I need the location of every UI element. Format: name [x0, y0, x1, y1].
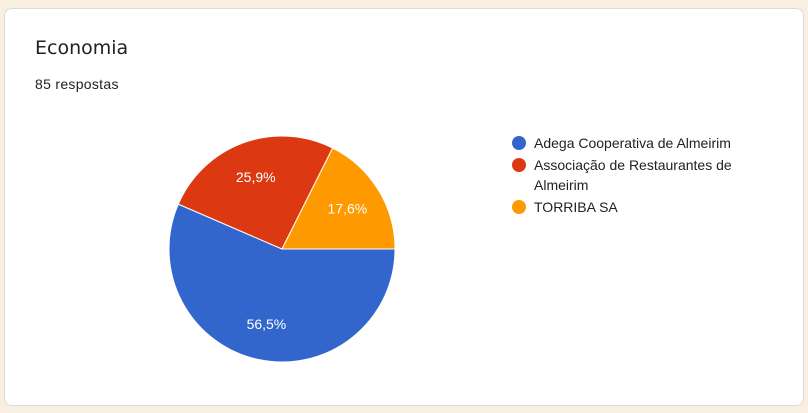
- legend-item[interactable]: TORRIBA SA: [510, 197, 770, 217]
- slice-label: 56,5%: [247, 316, 287, 332]
- chart-legend: Adega Cooperativa de Almeirim Associação …: [510, 133, 770, 219]
- legend-item[interactable]: Associação de Restaurantes de Almeirim: [510, 155, 770, 195]
- pie-slice[interactable]: [177, 135, 334, 250]
- legend-label: TORRIBA SA: [534, 199, 618, 215]
- legend-swatch-icon: [512, 200, 526, 214]
- slice-label: 25,9%: [236, 169, 276, 185]
- legend-item[interactable]: Adega Cooperativa de Almeirim: [510, 133, 770, 153]
- legend-label: Adega Cooperativa de Almeirim: [534, 135, 731, 151]
- response-count: 85 respostas: [35, 76, 119, 92]
- legend-swatch-icon: [512, 136, 526, 150]
- pie-slice[interactable]: [168, 203, 396, 363]
- legend-swatch-icon: [512, 158, 526, 172]
- chart-card: Economia 85 respostas: [4, 8, 804, 406]
- legend-label: Associação de Restaurantes de Almeirim: [534, 157, 732, 193]
- slice-label: 17,6%: [328, 201, 368, 217]
- question-title: Economia: [35, 37, 129, 59]
- pie-slice[interactable]: [281, 147, 396, 250]
